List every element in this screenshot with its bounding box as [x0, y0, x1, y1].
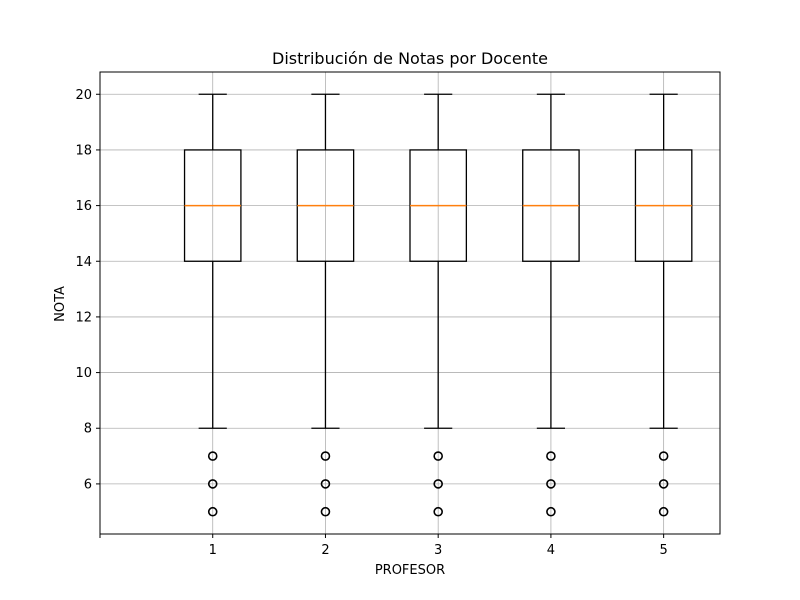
y-tick-label: 6 — [84, 477, 92, 492]
box-group — [183, 93, 242, 517]
outlier-point — [433, 451, 443, 461]
outlier-point — [433, 506, 443, 517]
y-tick-label: 20 — [75, 88, 92, 103]
x-tick-label: 4 — [547, 543, 555, 558]
boxes-layer — [183, 93, 693, 517]
outlier-point — [658, 451, 669, 461]
y-tick-label: 14 — [75, 255, 92, 270]
x-tick-label: 2 — [321, 543, 329, 558]
outlier-point — [207, 479, 218, 489]
x-tick-label: 5 — [659, 543, 667, 558]
outlier-point — [658, 506, 669, 517]
plot-frame — [99, 71, 721, 535]
outlier-point — [320, 479, 331, 489]
outlier-point — [658, 479, 669, 489]
y-tick-label: 10 — [75, 366, 92, 381]
x-tick-label: 3 — [434, 543, 442, 558]
outlier-point — [433, 479, 443, 489]
y-tick-label: 12 — [75, 310, 92, 325]
outlier-point — [320, 506, 331, 517]
y-tick-label: 16 — [75, 199, 92, 214]
chart-title: Distribución de Notas por Docente — [272, 49, 548, 68]
outlier-point — [320, 451, 331, 461]
y-tick-label: 18 — [75, 143, 92, 158]
box-group — [409, 93, 468, 517]
y-tick-label: 8 — [84, 422, 92, 437]
box-group — [296, 93, 355, 517]
x-tick-label: 1 — [209, 543, 217, 558]
box-group — [634, 93, 693, 517]
outlier-point — [207, 451, 218, 461]
x-axis-label: PROFESOR — [375, 563, 445, 578]
y-axis-label: NOTA — [53, 286, 68, 322]
outlier-point — [546, 451, 556, 461]
box-group — [522, 93, 580, 517]
outlier-point — [207, 506, 218, 517]
outlier-point — [546, 479, 556, 489]
outlier-point — [546, 506, 556, 517]
